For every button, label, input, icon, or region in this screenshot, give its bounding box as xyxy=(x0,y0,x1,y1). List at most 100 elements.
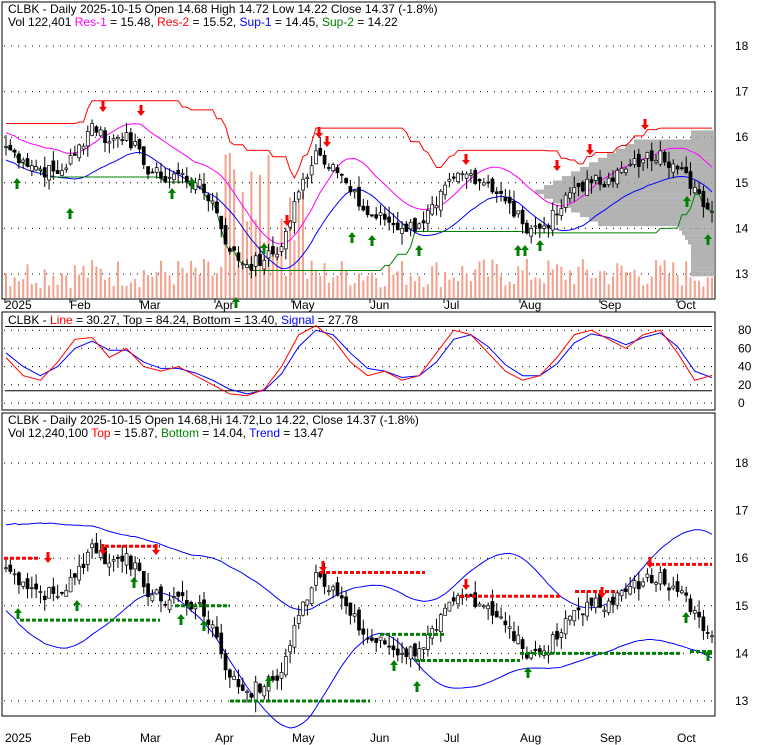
volume-profile-bar xyxy=(691,130,715,135)
volume-profile-bar xyxy=(580,166,715,172)
volume-bar xyxy=(680,285,683,298)
candle-body xyxy=(236,679,241,688)
candle-body xyxy=(430,204,435,215)
candle-body xyxy=(361,205,366,211)
top-value: = 15.87, xyxy=(111,426,161,440)
buy-arrow-icon xyxy=(413,681,421,692)
candle-body xyxy=(107,141,112,144)
candle-body xyxy=(232,675,237,681)
volume-bar xyxy=(646,283,649,298)
candle-body xyxy=(697,189,701,194)
buy-arrow-icon xyxy=(704,234,712,245)
volume-bar xyxy=(116,261,119,298)
candle-body xyxy=(705,202,710,210)
volume-profile-bar xyxy=(691,262,715,268)
volume-bar xyxy=(297,203,300,298)
candle-body xyxy=(404,223,409,232)
x-tick-label: Jun xyxy=(370,731,389,745)
volume-bar xyxy=(547,260,550,298)
candle-body xyxy=(710,211,714,213)
candle-body xyxy=(279,246,284,252)
volume-bar xyxy=(125,285,128,298)
candle-body xyxy=(344,596,348,607)
volume-bar xyxy=(121,285,124,298)
candle-body xyxy=(223,653,228,671)
y-tick-label: 18 xyxy=(735,39,749,53)
volume-bar xyxy=(689,277,692,298)
res2-value: = 15.52, xyxy=(189,15,239,29)
volume-bar xyxy=(241,192,244,298)
volume-bar xyxy=(159,260,162,298)
candle-body xyxy=(692,610,697,614)
volume-bar xyxy=(323,263,326,298)
candle-body xyxy=(296,614,301,624)
sell-arrow-icon xyxy=(99,544,107,555)
candle-body xyxy=(374,637,379,643)
sell-arrow-icon xyxy=(553,160,561,171)
buy-arrow-icon xyxy=(200,620,208,631)
candle-body xyxy=(266,250,271,259)
candle-body xyxy=(249,263,254,271)
candle-body xyxy=(426,210,430,224)
candle-body xyxy=(305,176,310,180)
candle-body xyxy=(348,186,353,193)
volume-profile-bar xyxy=(625,144,715,149)
candle-body xyxy=(17,153,21,164)
candle-body xyxy=(624,168,628,173)
volume-bar xyxy=(594,277,597,298)
candle-body xyxy=(494,191,499,194)
candle-body xyxy=(611,596,615,605)
res1-value: = 15.48, xyxy=(107,15,157,29)
buy-arrow-icon xyxy=(260,243,268,254)
y-tick-label: 15 xyxy=(735,176,749,190)
y-tick-label: 18 xyxy=(735,456,749,470)
volume-bar xyxy=(448,279,451,298)
candle-body xyxy=(154,167,159,173)
candle-body xyxy=(38,168,43,171)
candle-body xyxy=(576,183,581,188)
candle-body xyxy=(116,556,120,559)
candle-body xyxy=(413,643,417,657)
volume-bar xyxy=(611,276,614,298)
candle-body xyxy=(275,675,280,681)
volume-bar xyxy=(13,277,16,298)
candle-body xyxy=(223,225,228,245)
volume-bar xyxy=(418,276,421,298)
buy-arrow-icon xyxy=(14,608,22,619)
candle-body xyxy=(400,228,404,234)
candle-body xyxy=(499,616,503,619)
candle-body xyxy=(589,597,594,607)
sell-arrow-icon xyxy=(646,557,654,568)
candle-body xyxy=(141,146,146,165)
candle-body xyxy=(180,592,185,597)
volume-profile-bar xyxy=(688,239,715,245)
volume-profile-bar xyxy=(691,244,715,249)
candle-body xyxy=(322,573,327,587)
candle-body xyxy=(68,576,73,593)
volume-bar xyxy=(685,261,688,298)
bands-title: CLBK - Daily 2025-10-15 Open 14.68,Hi 14… xyxy=(8,413,419,427)
candle-body xyxy=(202,183,206,194)
candle-body xyxy=(374,214,379,219)
volume-bar xyxy=(48,285,51,298)
candle-body xyxy=(111,138,116,141)
volume-bar xyxy=(435,262,438,298)
volume-bar xyxy=(327,282,330,298)
volume-bar xyxy=(310,260,313,298)
volume-bar xyxy=(43,269,46,298)
volume-bar xyxy=(35,283,38,298)
volume-bar xyxy=(86,277,89,298)
candle-body xyxy=(667,587,671,591)
candle-body xyxy=(451,597,456,602)
candle-body xyxy=(163,604,168,606)
volume-bar xyxy=(190,260,193,298)
candle-body xyxy=(649,575,654,584)
candle-body xyxy=(258,253,262,266)
volume-bar xyxy=(521,270,524,298)
candle-body xyxy=(167,176,172,179)
x-tick-label: Jun xyxy=(370,298,389,312)
candle-body xyxy=(47,165,51,181)
y-tick-label: 60 xyxy=(738,341,752,355)
volume-bar xyxy=(129,282,132,298)
candle-body xyxy=(73,153,77,156)
